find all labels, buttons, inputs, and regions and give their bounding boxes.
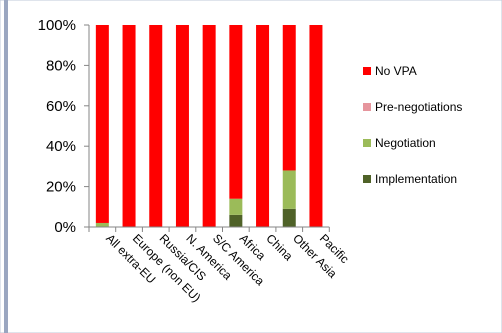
bar-segment-no-vpa — [149, 25, 163, 227]
bar-segment-negotiation — [282, 170, 296, 209]
y-tick-label: 20% — [46, 179, 76, 196]
legend-swatch-negotiation — [363, 139, 371, 147]
y-tick-label: 60% — [46, 98, 76, 115]
legend-label-pre-negotiations: Pre-negotiations — [375, 100, 462, 114]
legend-swatch-no-vpa — [363, 67, 371, 75]
legend-swatch-implementation — [363, 175, 371, 183]
y-tick-label: 100% — [38, 17, 76, 34]
legend-label-implementation: Implementation — [375, 172, 457, 186]
bar-segment-no-vpa — [309, 25, 323, 227]
y-tick-label: 80% — [46, 57, 76, 74]
bar-segment-negotiation — [229, 198, 243, 215]
legend-label-no-vpa: No VPA — [375, 64, 417, 78]
bar-segment-implementation — [282, 208, 296, 227]
bar-segment-no-vpa — [95, 25, 109, 223]
bar-segment-implementation — [229, 214, 243, 227]
bar-segment-no-vpa — [256, 25, 270, 227]
bar-segment-negotiation — [95, 222, 109, 227]
y-tick-label: 0% — [54, 219, 76, 236]
bar-segment-no-vpa — [229, 25, 243, 199]
bar-segment-no-vpa — [175, 25, 189, 227]
bar-segment-no-vpa — [202, 25, 216, 227]
legend: No VPA Pre-negotiations Negotiation Impleme… — [363, 64, 462, 186]
bar-segment-no-vpa — [282, 25, 296, 171]
bar-segment-no-vpa — [122, 25, 136, 227]
legend-label-negotiation: Negotiation — [375, 136, 436, 150]
legend-swatch-pre-negotiations — [363, 103, 371, 111]
y-tick-label: 40% — [46, 138, 76, 155]
